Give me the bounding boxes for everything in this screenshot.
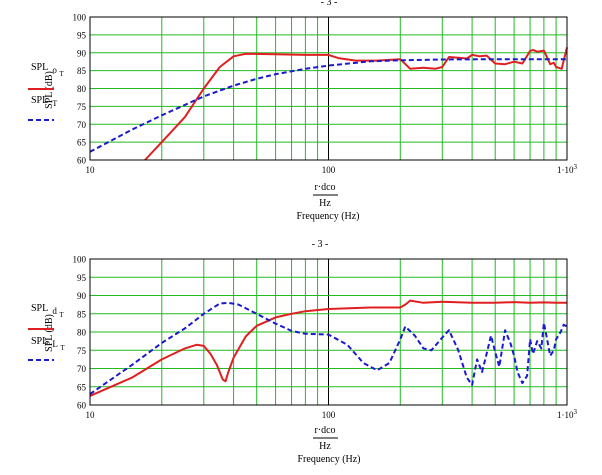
chart-2-y-tick-label: 100 (73, 255, 87, 265)
chart-2-x-tick-label: 10 (86, 410, 96, 420)
chart-2-y-tick-labels: 60 65 70 75 80 85 90 95 100 (73, 255, 87, 411)
chart-1-y-tick-label: 80 (77, 84, 87, 94)
chart-1-legend: SPL o T SPL T (28, 62, 64, 121)
chart-2-x-expr-numerator: r·dco (314, 425, 335, 436)
chart-1-series-layer (89, 47, 568, 161)
chart-2-legend-entry-1: SPL d T (28, 303, 64, 330)
chart-1-x-expr-numerator: r·dco (314, 182, 335, 193)
chart-2-series-2-line (89, 301, 568, 395)
svg-text:SPL T: SPL T (31, 95, 57, 108)
chart-1-x-axis-label: Frequency (Hz) (296, 211, 359, 222)
chart-2: - 3 - 60 65 70 75 80 85 90 95 100 10 100 1·103 SPL… (28, 239, 578, 465)
legend-2-2-sub: L (52, 339, 58, 349)
chart-1-x-tick-label: 100 (322, 165, 336, 175)
chart-1-top-marker: - 3 - (321, 0, 338, 8)
chart-1-y-tick-label: 70 (77, 120, 87, 130)
legend-2-2-main: SPL (31, 336, 48, 347)
chart-2-y-tick-label: 85 (77, 309, 87, 319)
chart-2-legend: SPL d T SPL L T (28, 303, 65, 361)
chart-2-y-tick-label: 60 (77, 401, 87, 411)
legend-2-1-subsub: T (59, 311, 64, 319)
legend-2-1-main: SPL (31, 303, 48, 314)
legend-1-1-main: SPL (31, 62, 48, 73)
chart-1-plot-frame (89, 16, 568, 161)
chart-1-x-tick-labels: 10 100 1·103 (86, 163, 578, 175)
chart-2-x-expr-denominator: Hz (319, 441, 331, 452)
chart-2-y-tick-label: 75 (77, 346, 87, 356)
chart-2-x-axis-label: Frequency (Hz) (297, 454, 360, 465)
legend-1-2-main: SPL (31, 95, 48, 106)
chart-1-y-tick-label: 95 (77, 30, 87, 40)
chart-2-y-tick-label: 95 (77, 273, 87, 283)
chart-1-y-tick-label: 60 (77, 156, 87, 166)
chart-2-y-tick-label: 90 (77, 291, 87, 301)
legend-2-2-subsub: T (60, 344, 65, 352)
chart-2-x-tick-label: 1·103 (557, 408, 578, 420)
legend-1-1-sub: o (52, 65, 57, 75)
chart-2-grid (90, 259, 567, 405)
chart-1-y-tick-label: 75 (77, 102, 87, 112)
svg-text:SPL d T: SPL d T (31, 303, 64, 319)
chart-2-series-layer (89, 299, 568, 397)
chart-2-y-tick-label: 80 (77, 328, 87, 338)
chart-1-grid (90, 17, 567, 160)
legend-1-1-subsub: T (59, 70, 64, 78)
chart-1-x-tick-label: 1·103 (557, 163, 578, 175)
chart-1-legend-entry-2: SPL T (28, 95, 57, 121)
chart-1-y-tick-label: 100 (73, 13, 87, 23)
chart-1-legend-entry-1: SPL o T (28, 62, 64, 90)
legend-1-2-sub: T (52, 99, 57, 108)
chart-2-top-marker: - 3 - (312, 239, 329, 250)
chart-1-x-tick-label: 10 (86, 165, 96, 175)
chart-2-x-tick-labels: 10 100 1·103 (86, 408, 578, 420)
chart-2-plot-frame (89, 258, 568, 406)
chart-1-y-tick-label: 85 (77, 66, 87, 76)
chart-2-x-tick-label: 100 (322, 410, 336, 420)
chart-2-y-tick-label: 65 (77, 382, 87, 392)
chart-1-series-1-line (144, 47, 568, 161)
chart-1: - 3 - 60 65 70 75 80 85 90 95 100 10 100 1·103 SPL… (28, 0, 578, 222)
chart-1-y-tick-labels: 60 65 70 75 80 85 90 95 100 (73, 13, 87, 166)
chart-2-series-1-line (89, 299, 567, 397)
chart-1-y-tick-label: 90 (77, 48, 87, 58)
chart-1-y-tick-label: 65 (77, 138, 87, 148)
chart-2-y-axis-label: SPL (dB) (44, 314, 55, 352)
svg-text:SPL o T: SPL o T (31, 62, 64, 78)
chart-1-x-expr-denominator: Hz (319, 198, 331, 209)
svg-text:SPL L T: SPL L T (31, 336, 65, 352)
chart-1-series-2-line (89, 58, 567, 153)
legend-2-1-sub: d (52, 306, 57, 316)
chart-2-legend-entry-2: SPL L T (28, 336, 65, 361)
chart-2-y-tick-label: 70 (77, 364, 87, 374)
